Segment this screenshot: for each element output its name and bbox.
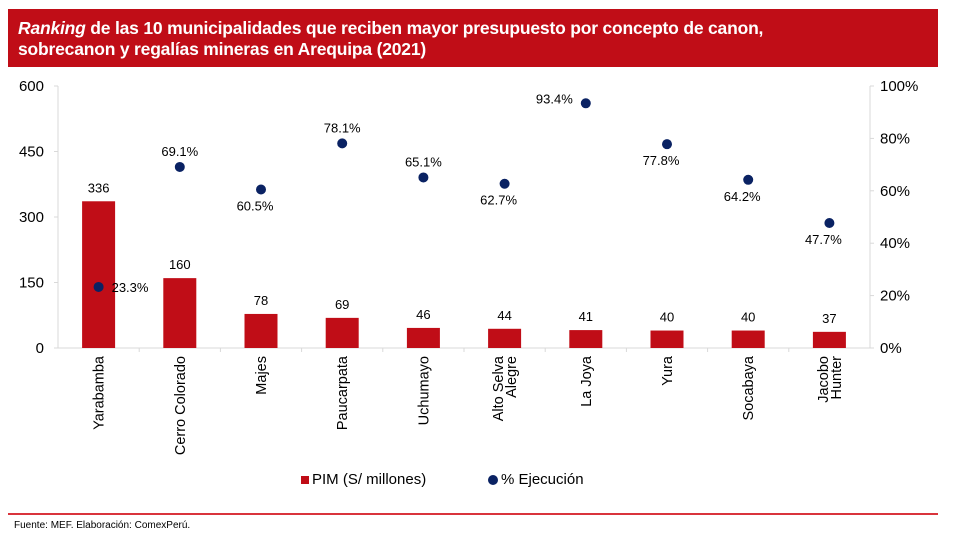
dot-ejecucion [256,184,266,195]
bar-data-label: 40 [741,310,755,325]
right-tick-label: 100% [880,78,918,95]
x-category-label: La Joya [579,355,595,407]
bar-data-label: 160 [169,257,191,272]
x-category-label-line: Uchumayo [416,356,432,425]
dot-ejecucion [580,98,591,109]
x-category-label: Paucarpata [335,355,351,430]
x-category-label-line: La Joya [579,355,595,407]
x-category-label-line: Paucarpata [335,355,351,430]
x-category-label-line: Alegre [504,356,520,398]
dot-data-label: 62.7% [480,193,517,208]
x-category-label: Majes [254,356,270,395]
bar-data-label: 336 [88,180,110,195]
title-line1-rest: de las 10 municipalidades que reciben ma… [85,18,764,38]
bar-pim [812,331,846,348]
legend-dot-swatch [488,474,498,485]
chart-title-banner: Ranking de las 10 municipalidades que re… [8,9,938,67]
x-category-label: Cerro Colorado [173,356,189,455]
bar-pim [82,201,116,348]
x-category-label-line: Yarabamba [92,355,108,430]
dot-ejecucion [93,281,104,292]
x-category-label: Yarabamba [92,355,108,430]
right-tick-label: 40% [880,235,910,252]
legend-item-ejecucion: % Ejecución [488,471,584,488]
dot-data-label: 93.4% [536,91,573,106]
dot-ejecucion [662,139,672,150]
x-category-label: Uchumayo [416,356,432,425]
bar-pim [325,317,359,348]
bar-pim [406,327,440,348]
bar-pim [163,278,197,348]
dot-data-label: 60.5% [237,198,274,213]
bar-data-label: 37 [822,311,836,326]
dot-ejecucion [174,161,185,172]
x-category-label: Yura [660,355,676,386]
dot-ejecucion [743,174,754,185]
x-category-label-line: Hunter [829,356,845,400]
source-note: Fuente: MEF. Elaboración: ComexPerú. [14,520,191,531]
right-tick-label: 80% [880,130,910,147]
bar-pim [731,330,765,348]
right-tick-label: 60% [880,183,910,200]
dot-data-label: 77.8% [643,153,680,168]
left-tick-label: 300 [19,209,44,226]
title-line2: sobrecanon y regalías mineras en Arequip… [18,39,426,59]
dot-ejecucion [824,218,835,229]
bar-pim [488,328,522,348]
right-tick-label: 0% [880,340,902,357]
title-italic: Ranking [18,18,86,38]
dot-data-label: 65.1% [405,154,442,169]
bar-pim [569,330,603,348]
x-category-label-line: Alto Selva [491,355,507,421]
legend-label-pim: PIM (S/ millones) [312,471,427,488]
bar-data-label: 41 [579,309,593,324]
dot-ejecucion [418,172,429,183]
x-category-label-line: Jacobo [816,356,832,403]
dot-data-label: 47.7% [805,232,842,247]
left-tick-label: 450 [19,144,44,161]
dot-data-label: 64.2% [724,189,761,204]
x-category-label-line: Socabaya [741,355,757,420]
left-tick-label: 600 [19,78,44,95]
bar-data-label: 44 [497,308,511,323]
left-tick-label: 0 [36,340,44,357]
right-tick-label: 20% [880,288,910,305]
legend-item-pim: PIM (S/ millones) [301,471,426,488]
dot-ejecucion [337,138,348,149]
bar-pim [650,330,684,348]
footer-divider [8,513,938,515]
bar-data-label: 78 [254,293,268,308]
chart-title: Ranking de las 10 municipalidades que re… [18,18,763,60]
dot-ejecucion [499,178,510,189]
bar-pim [244,313,278,348]
legend-label-ejecucion: % Ejecución [501,471,584,488]
x-category-label: Socabaya [741,355,757,420]
dot-data-label: 78.1% [324,120,361,135]
bar-data-label: 46 [416,307,430,322]
x-category-label-line: Majes [254,356,270,395]
bar-data-label: 69 [335,297,349,312]
legend-bar-swatch [301,475,309,484]
dot-data-label: 23.3% [112,280,149,295]
x-category-label-line: Cerro Colorado [173,356,189,455]
dot-data-label: 69.1% [161,144,198,159]
bar-data-label: 40 [660,310,674,325]
x-category-label-line: Yura [660,355,676,386]
left-tick-label: 150 [19,275,44,292]
